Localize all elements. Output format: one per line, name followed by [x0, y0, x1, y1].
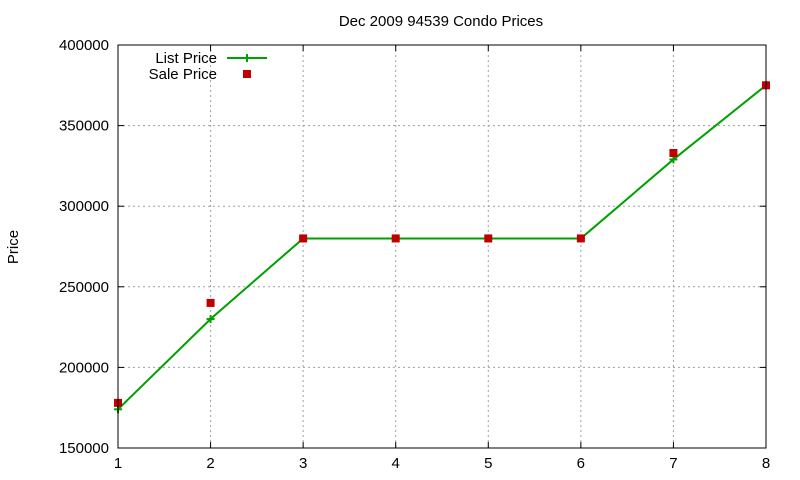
series-layer — [114, 81, 770, 414]
legend-label: List Price — [155, 50, 217, 67]
x-tick-label: 2 — [206, 455, 214, 472]
sale-price-point — [206, 298, 215, 307]
y-tick-label: 400000 — [59, 37, 109, 54]
x-tick-label: 5 — [484, 455, 492, 472]
sale-price-point — [391, 234, 400, 243]
legend-swatch-square — [243, 70, 251, 78]
x-tick-label: 3 — [299, 455, 307, 472]
plot-frame — [117, 44, 767, 449]
chart-title: Dec 2009 94539 Condo Prices — [339, 13, 543, 30]
y-tick-label: 150000 — [59, 440, 109, 457]
y-tick-label: 300000 — [59, 198, 109, 215]
x-tick-label: 7 — [669, 455, 677, 472]
axis-ticks: 1 2 3 4 5 6 7 8 150000 200000 250000 300000 350000 40… — [59, 37, 770, 472]
sale-price-point — [484, 234, 493, 243]
x-tick-label: 6 — [577, 455, 585, 472]
legend-label: Sale Price — [149, 66, 217, 83]
sale-price-point — [299, 234, 308, 243]
y-tick-label: 200000 — [59, 359, 109, 376]
y-tick-label: 350000 — [59, 118, 109, 135]
x-tick-label: 8 — [762, 455, 770, 472]
sale-price-point — [669, 149, 678, 158]
grid — [118, 45, 766, 448]
list-price-point — [206, 315, 215, 324]
list-price-line — [117, 84, 767, 411]
sale-price-point — [576, 234, 585, 243]
x-tick-label: 1 — [114, 455, 122, 472]
y-axis-label: Price — [5, 230, 22, 264]
x-tick-label: 4 — [392, 455, 400, 472]
legend-swatch-cross — [243, 54, 251, 62]
y-tick-label: 250000 — [59, 279, 109, 296]
